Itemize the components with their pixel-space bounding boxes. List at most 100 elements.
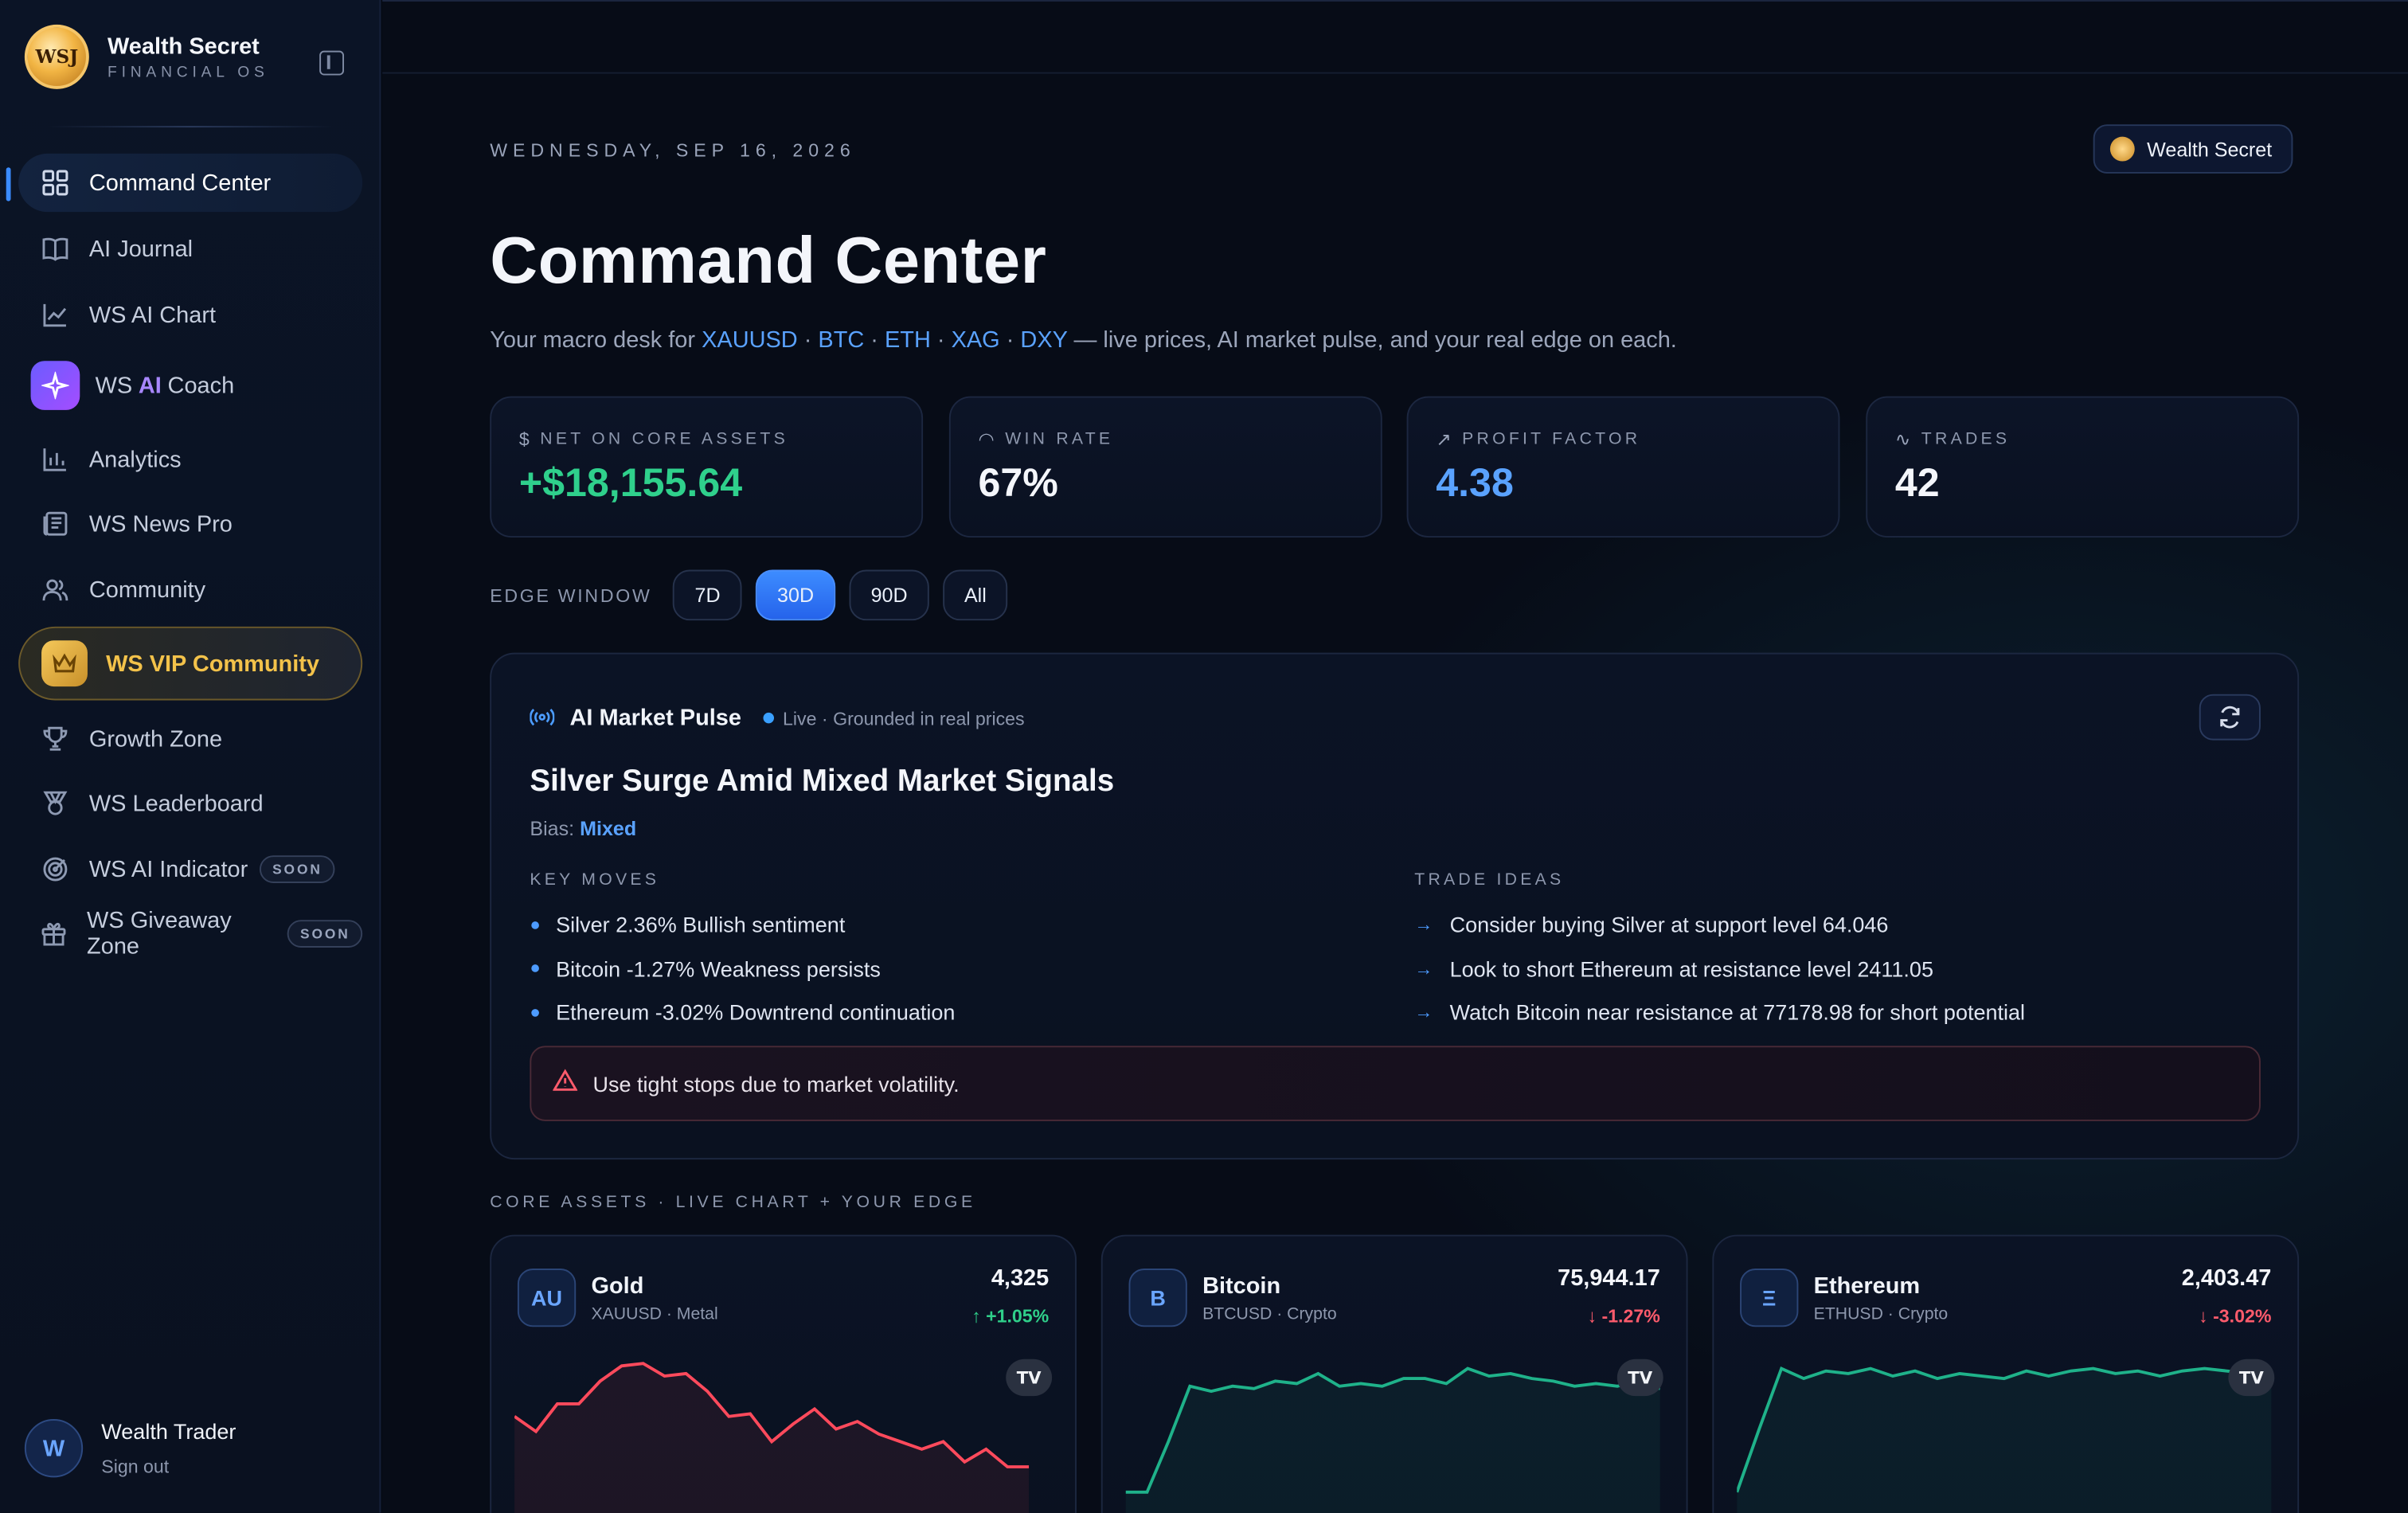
brand[interactable]: WSJ Wealth Secret FINANCIAL OS: [24, 24, 269, 89]
sidebar-item-ws-vip-community[interactable]: WS VIP Community: [18, 626, 363, 701]
sidebar-item-label: Community: [88, 577, 206, 603]
list-item: → Look to short Ethereum at resistance le…: [1414, 956, 1933, 981]
line-chart-icon: [40, 299, 71, 330]
sidebar-item-growth-zone[interactable]: Growth Zone: [18, 710, 362, 768]
user-name: Wealth Trader: [101, 1419, 236, 1444]
sparkline: [1125, 1366, 1660, 1513]
asset-card-bitcoin[interactable]: B Bitcoin BTCUSD · Crypto 75,944.17 ↓ -1…: [1100, 1234, 1688, 1513]
tradingview-icon[interactable]: TV: [2228, 1359, 2275, 1397]
sign-out-link[interactable]: Sign out: [101, 1456, 170, 1478]
crown-icon: [41, 640, 88, 687]
risk-warning: Use tight stops due to market volatility…: [530, 1046, 2261, 1121]
sidebar-item-ws-ai-chart[interactable]: WS AI Chart: [18, 286, 362, 344]
sidebar-item-ai-journal[interactable]: AI Journal: [18, 220, 362, 278]
soon-badge: SOON: [287, 920, 363, 948]
page-subtitle: Your macro desk for XAUUSD · BTC · ETH ·…: [490, 326, 1677, 354]
sidebar-item-ws-ai-indicator[interactable]: WS AI Indicator SOON: [18, 840, 362, 898]
sparkline-area: [1737, 1368, 2272, 1513]
warning-icon: [552, 1069, 578, 1098]
key-moves-list: Silver 2.36% Bullish sentiment Bitcoin -…: [530, 903, 955, 1034]
arrow-right-icon: →: [1414, 957, 1433, 979]
broadcast-icon: [529, 706, 555, 730]
sidebar-item-ws-ai-coach[interactable]: WS AI Coach: [18, 356, 362, 414]
sidebar-item-ws-news-pro[interactable]: WS News Pro: [18, 495, 362, 553]
asset-sub: XAUUSD · Metal: [591, 1305, 718, 1324]
sparkline-area: [514, 1363, 1030, 1513]
edge-30d-button[interactable]: 30D: [755, 569, 836, 621]
stat-card-win-rate: ◠ WIN RATE 67%: [948, 396, 1382, 538]
sparkline-line: [514, 1362, 1030, 1468]
sparkle-icon: [30, 361, 80, 410]
stat-value: 42: [1894, 459, 1940, 506]
asset-price: 4,325: [991, 1265, 1050, 1292]
asset-change: ↓ -3.02%: [2199, 1305, 2272, 1327]
asset-card-ethereum[interactable]: Ξ Ethereum ETHUSD · Crypto 2,403.47 ↓ -3…: [1712, 1234, 2300, 1513]
list-item: Silver 2.36% Bullish sentiment: [530, 903, 955, 947]
top-bar: [382, 0, 2408, 74]
ai-market-pulse-card: AI Market Pulse Live · Grounded in real …: [490, 652, 2300, 1160]
list-item: Bitcoin -1.27% Weakness persists: [530, 947, 955, 991]
edge-all-button[interactable]: All: [942, 569, 1008, 621]
workspace-chip[interactable]: Wealth Secret: [2093, 124, 2294, 174]
asset-sub: ETHUSD · Crypto: [1813, 1305, 1949, 1324]
sparkline: [514, 1362, 1030, 1513]
sidebar-item-label: WS News Pro: [88, 510, 233, 538]
brand-subtitle: FINANCIAL OS: [108, 64, 269, 81]
user-profile: W Wealth Trader Sign out: [24, 1419, 236, 1478]
asset-name: Gold: [591, 1273, 644, 1300]
sparkline: [1737, 1366, 2272, 1513]
sidebar-item-label: Analytics: [88, 446, 182, 473]
divider: [45, 126, 335, 128]
sidebar-item-label: WS Giveaway Zone: [87, 907, 232, 960]
edge-7d-button[interactable]: 7D: [673, 569, 742, 621]
refresh-button[interactable]: [2199, 694, 2261, 741]
sidebar-item-ws-giveaway-zone[interactable]: WS Giveaway Zone SOON: [18, 905, 363, 963]
trophy-icon: [40, 723, 71, 754]
brand-logo: WSJ: [24, 24, 89, 89]
asset-badge: AU: [517, 1269, 577, 1327]
book-icon: [40, 233, 71, 264]
tradingview-icon[interactable]: TV: [1006, 1359, 1053, 1397]
stat-card-net: $ NET ON CORE ASSETS +$18,155.64: [490, 396, 924, 538]
sidebar-item-label: Growth Zone: [88, 725, 223, 753]
core-assets-heading: CORE ASSETS · LIVE CHART + YOUR EDGE: [490, 1193, 976, 1212]
edge-window-label: EDGE WINDOW: [490, 584, 652, 606]
asset-change: ↑ +1.05%: [971, 1305, 1050, 1327]
target-icon: [40, 854, 71, 885]
asset-name: Bitcoin: [1202, 1273, 1281, 1300]
pulse-headline: Silver Surge Amid Mixed Market Signals: [530, 764, 1115, 799]
stat-value: 67%: [978, 459, 1058, 506]
edge-90d-button[interactable]: 90D: [849, 569, 929, 621]
asset-card-gold[interactable]: AU Gold XAUUSD · Metal 4,325 ↑ +1.05% TV: [490, 1234, 1077, 1513]
brand-title: Wealth Secret: [108, 33, 260, 60]
asset-name: Ethereum: [1813, 1273, 1921, 1300]
arrow-right-icon: →: [1414, 913, 1433, 936]
soon-badge: SOON: [260, 855, 335, 883]
list-item: → Watch Bitcoin near resistance at 77178.…: [1414, 1000, 2026, 1025]
key-moves-heading: KEY MOVES: [530, 870, 660, 889]
stat-value: 4.38: [1436, 459, 1514, 506]
stat-card-profit-factor: ↗ PROFIT FACTOR 4.38: [1406, 396, 1840, 538]
tradingview-icon[interactable]: TV: [1616, 1359, 1663, 1397]
sidebar-item-analytics[interactable]: Analytics: [18, 430, 362, 488]
asset-sub: BTCUSD · Crypto: [1202, 1305, 1337, 1324]
asset-badge: B: [1128, 1269, 1187, 1327]
sparkline-line: [1125, 1366, 1660, 1494]
trade-ideas-list: → Consider buying Silver at support level…: [1414, 903, 2025, 1034]
trend-up-icon: ↗: [1436, 428, 1452, 451]
sidebar-item-label: WS AI Indicator: [88, 856, 248, 882]
page-title: Command Center: [490, 224, 1047, 299]
sidebar-item-ws-leaderboard[interactable]: WS Leaderboard: [18, 774, 362, 832]
live-status: Live · Grounded in real prices: [762, 707, 1025, 729]
main-content: WEDNESDAY, SEP 16, 2026 Wealth Secret Co…: [382, 0, 2408, 1513]
asset-badge: Ξ: [1740, 1269, 1799, 1327]
collapse-sidebar-icon[interactable]: [319, 50, 345, 76]
grid-icon: [40, 167, 71, 198]
chip-avatar: [2109, 136, 2135, 162]
sidebar-item-community[interactable]: Community: [18, 561, 362, 619]
avatar[interactable]: W: [24, 1419, 84, 1478]
sidebar-item-label: WS AI Coach: [95, 372, 235, 399]
bar-chart-icon: [40, 444, 71, 475]
sidebar-item-command-center[interactable]: Command Center: [18, 153, 363, 213]
gift-icon: [40, 918, 68, 949]
